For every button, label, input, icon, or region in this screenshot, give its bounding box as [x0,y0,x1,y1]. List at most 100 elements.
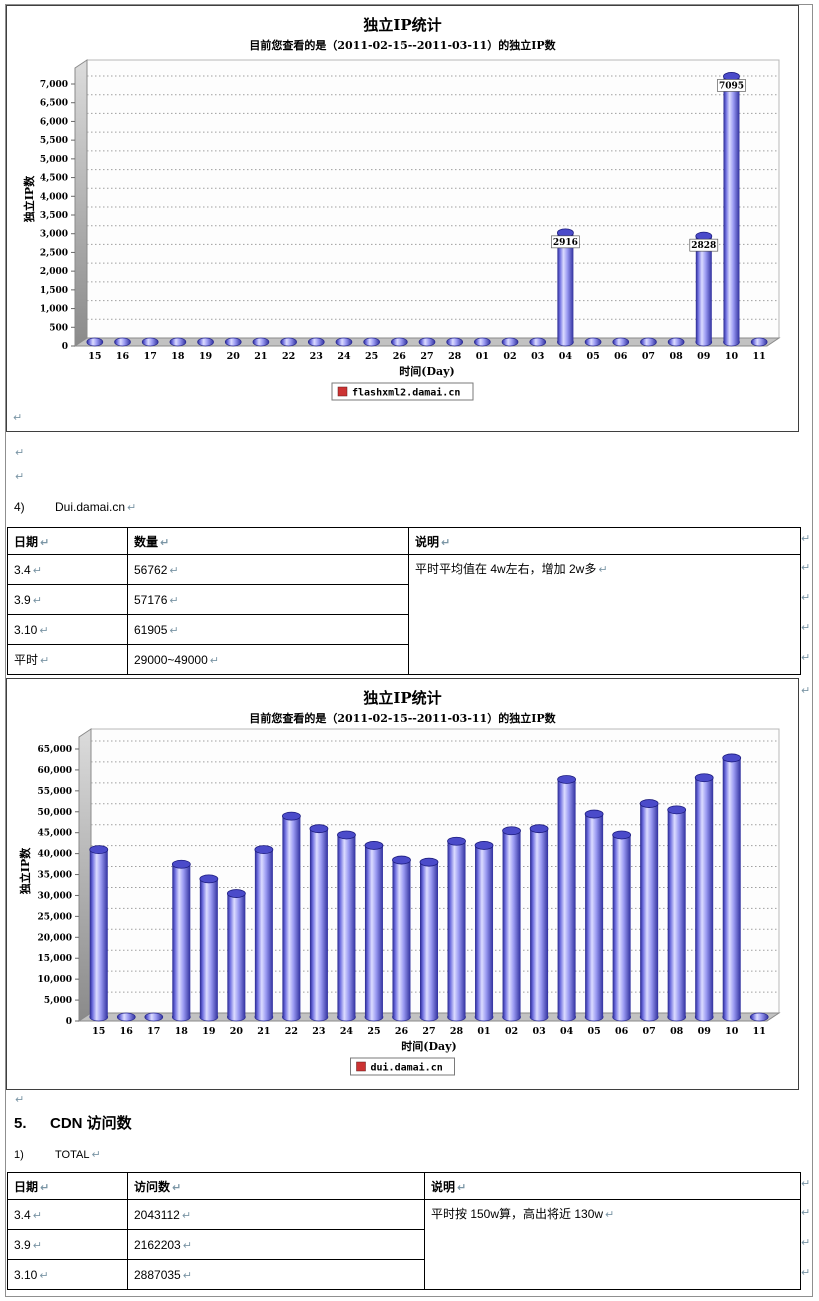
cell-value: 3.9 [14,1237,31,1252]
table-cell: 2887035 ↵ [127,1259,425,1290]
svg-text:flashxml2.damai.cn: flashxml2.damai.cn [352,387,460,399]
svg-text:21: 21 [254,351,267,362]
header-label: 说明 [415,534,440,549]
svg-text:6,500: 6,500 [40,99,68,109]
svg-text:65,000: 65,000 [38,745,72,755]
svg-text:11: 11 [753,351,766,362]
svg-text:55,000: 55,000 [38,787,72,797]
table-header-cell: 日期 ↵ [7,527,128,555]
dui-table: 日期 ↵ 数量 ↵ 说明 ↵ 3.4 ↵ 56762 ↵ 平时平均值在 4w左右，增加 2… [7,527,801,675]
svg-text:02: 02 [505,1026,518,1037]
cdn-table: 日期 ↵ 访问数 ↵ 说明 ↵ 3.4 ↵ 2043112 ↵ 平时按 150w算，高出将… [7,1172,801,1290]
header-label: 数量 [134,534,159,549]
cell-value: 61905 [134,622,168,637]
table-cell: 2043112 ↵ [127,1199,425,1230]
cell-value: 2162203 [134,1237,181,1252]
cell-mark: ↵ [182,1268,192,1282]
svg-text:27: 27 [422,1026,435,1037]
svg-text:4,000: 4,000 [40,192,68,202]
table-row: 3.10 ↵ 2887035 ↵ [7,1259,801,1290]
unique-ip-chart-flashxml2: 独立IP统计 目前您查看的是（2011-02-15--2011-03-11）的独立… [7,6,798,415]
svg-text:26: 26 [393,351,407,362]
svg-text:60,000: 60,000 [38,766,72,776]
note-text: 平时按 150w算，高出将近 130w [431,1207,604,1221]
table-row: 3.9 ↵ 2162203 ↵ [7,1229,801,1260]
svg-text:10: 10 [725,1026,739,1037]
svg-text:0: 0 [62,342,68,352]
cell-mark: ↵ [32,563,42,577]
svg-text:23: 23 [310,351,323,362]
table-header-row: 日期 ↵ 访问数 ↵ 说明 ↵ [7,1172,801,1200]
table-header-cell: 说明 ↵ [408,527,801,555]
cell-mark: ↵ [169,563,179,577]
note-text: 平时平均值在 4w左右，增加 2w多 [415,562,597,576]
chart-frame-flashxml2: 独立IP统计 目前您查看的是（2011-02-15--2011-03-11）的独立… [6,5,799,432]
table-note-cell: 平时按 150w算，高出将近 130w ↵ [424,1199,801,1290]
svg-text:17: 17 [147,1026,160,1037]
svg-text:35,000: 35,000 [38,871,72,881]
svg-text:18: 18 [171,351,185,362]
cell-mark: ↵ [40,654,50,667]
svg-text:独立IP数: 独立IP数 [22,175,36,223]
cell-mark: ↵ [209,653,219,667]
svg-text:16: 16 [120,1026,134,1037]
header-label: 访问数 [134,1179,171,1194]
svg-text:08: 08 [670,1026,684,1037]
table-header-row: 日期 ↵ 数量 ↵ 说明 ↵ [7,527,801,555]
table-header-cell: 日期 ↵ [7,1172,128,1200]
chart-frame-dui: 独立IP统计 目前您查看的是（2011-02-15--2011-03-11）的独立… [6,678,799,1090]
svg-text:3,000: 3,000 [40,230,68,240]
svg-text:时间(Day): 时间(Day) [401,1039,456,1053]
svg-text:22: 22 [285,1026,298,1037]
header-label: 日期 [14,1179,39,1194]
cell-mark: ↵ [598,563,608,576]
cell-mark: ↵ [441,535,451,549]
svg-text:18: 18 [175,1026,189,1037]
table-cell: 56762 ↵ [127,554,409,585]
svg-text:27: 27 [420,351,433,362]
svg-text:03: 03 [532,1026,545,1037]
svg-text:01: 01 [476,351,489,362]
row-end-mark: ↵ [801,1177,811,1190]
row-end-mark: ↵ [801,1266,811,1279]
cell-mark: ↵ [181,1208,192,1222]
cell-mark: ↵ [457,1180,467,1194]
table-row: 3.9 ↵ 57176 ↵ [7,584,801,615]
table-cell: 3.9 ↵ [7,1229,128,1260]
table-cell: 3.4 ↵ [7,1199,128,1230]
cell-mark: ↵ [182,1238,192,1252]
svg-text:20,000: 20,000 [38,933,72,943]
bar-chart-svg: 独立IP统计目前您查看的是（2011-02-15--2011-03-11）的独立… [7,679,798,1081]
svg-text:28: 28 [450,1026,464,1037]
svg-text:2916: 2916 [553,238,578,248]
table-header-cell: 数量 ↵ [127,527,409,555]
section-4-heading: 4) Dui.damai.cn ↵ [14,500,136,514]
svg-text:1,500: 1,500 [40,286,68,296]
svg-text:15: 15 [88,351,101,362]
table-cell: 3.4 ↵ [7,554,128,585]
svg-text:25: 25 [365,351,378,362]
svg-text:40,000: 40,000 [38,850,72,860]
svg-text:时间(Day): 时间(Day) [399,364,454,378]
cell-mark: ↵ [32,1208,42,1222]
svg-text:15: 15 [92,1026,105,1037]
cell-value: 3.4 [14,1207,31,1222]
list-number: 4) [14,500,25,514]
svg-text:19: 19 [199,351,213,362]
cell-mark: ↵ [40,1180,50,1194]
svg-text:500: 500 [49,323,68,333]
svg-text:04: 04 [560,1026,574,1037]
table-cell: 3.10 ↵ [7,614,128,645]
cell-value: 2043112 [134,1207,180,1222]
svg-text:07: 07 [643,1026,656,1037]
svg-text:45,000: 45,000 [38,829,72,839]
svg-text:22: 22 [282,351,295,362]
row-end-mark: ↵ [801,591,811,604]
paragraph-mark: ↵ [15,446,25,459]
cell-value: 3.9 [14,592,31,607]
svg-text:独立IP数: 独立IP数 [18,847,32,895]
svg-text:5,000: 5,000 [44,996,72,1006]
svg-text:04: 04 [559,351,573,362]
cell-value: 3.10 [14,622,38,637]
table-header-cell: 访问数 ↵ [127,1172,425,1200]
